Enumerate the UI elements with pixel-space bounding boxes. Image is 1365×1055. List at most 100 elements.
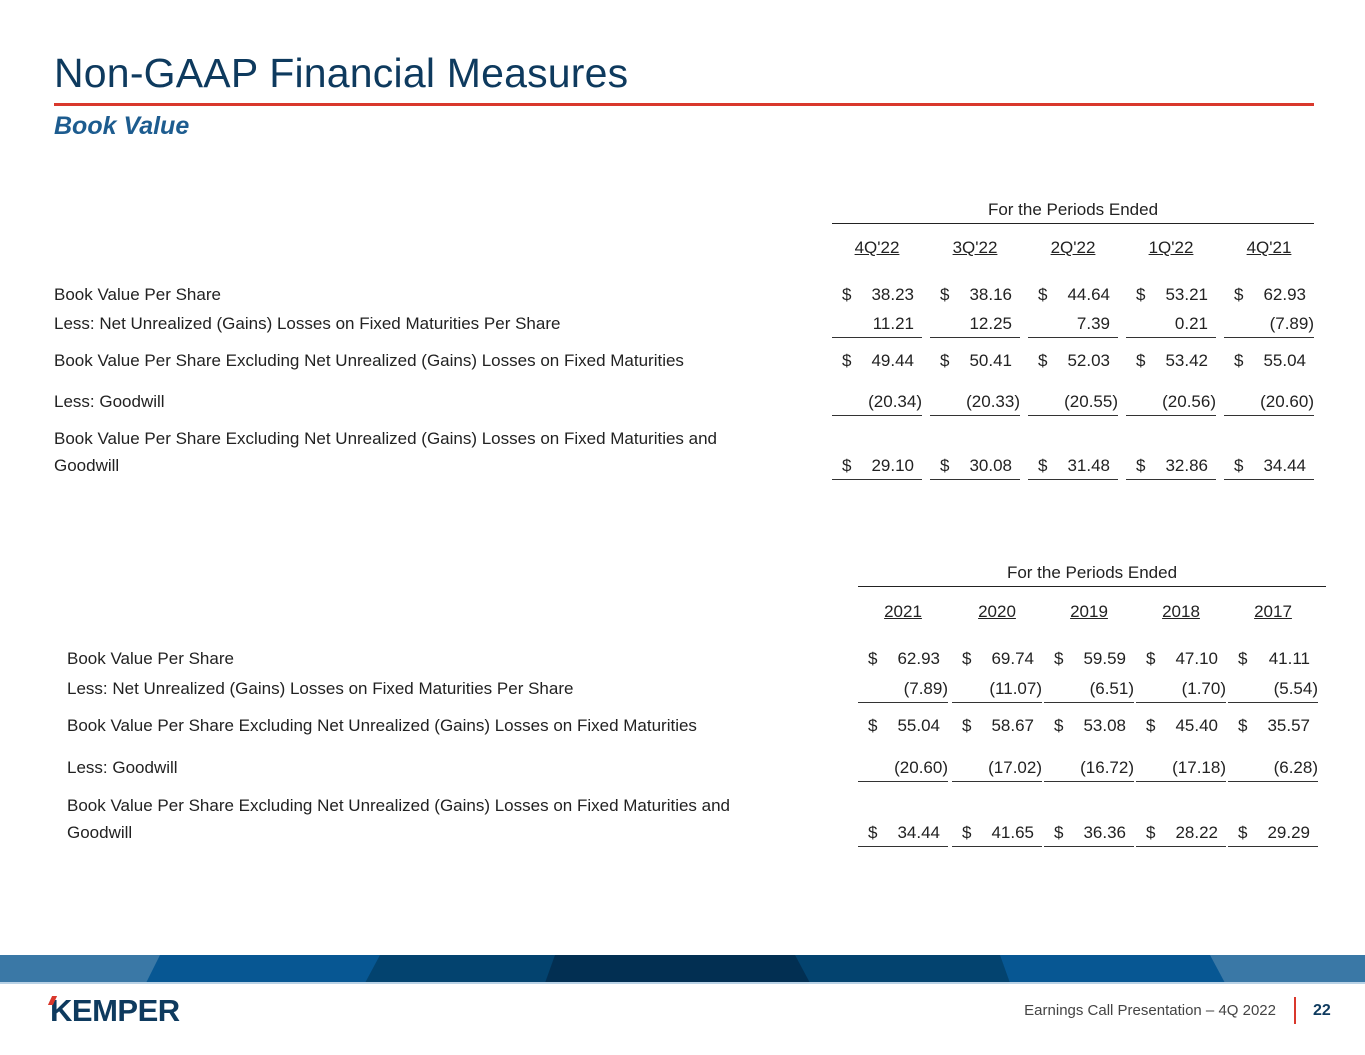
value-cell: $53.42 (1126, 351, 1216, 371)
row-label-continued: Goodwill (67, 823, 133, 842)
currency-symbol: $ (962, 716, 972, 735)
value-cell: (17.18) (1136, 758, 1226, 782)
value: (5.54) (1273, 679, 1318, 698)
value: 30.08 (969, 456, 1012, 475)
value: 52.03 (1067, 351, 1110, 370)
group-header: For the Periods Ended (832, 200, 1314, 224)
column-header: 2018 (1136, 602, 1226, 622)
column-header-label: 1Q'22 (1148, 238, 1194, 257)
currency-symbol: $ (1238, 649, 1248, 668)
value-cell: (6.28) (1228, 758, 1318, 782)
column-header: 1Q'22 (1126, 238, 1216, 258)
currency-symbol (1136, 758, 1146, 778)
value-cell: (5.54) (1228, 679, 1318, 703)
value-cell: (16.72) (1044, 758, 1134, 782)
currency-symbol: $ (1038, 285, 1048, 304)
value-cell: $47.10 (1136, 649, 1226, 669)
row-label: Book Value Per Share (54, 285, 221, 304)
value: (20.34) (868, 392, 922, 411)
currency-symbol: $ (1136, 456, 1146, 475)
currency-symbol (1224, 392, 1234, 412)
value: (7.89) (903, 679, 948, 698)
column-header: 4Q'22 (832, 238, 922, 258)
page-title: Non-GAAP Financial Measures (54, 50, 629, 96)
value: 35.57 (1267, 716, 1310, 735)
value: 29.10 (871, 456, 914, 475)
currency-symbol: $ (1054, 649, 1064, 668)
value-cell: (20.33) (930, 392, 1020, 416)
currency-symbol (1224, 314, 1234, 334)
value: 50.41 (969, 351, 1012, 370)
currency-symbol: $ (1136, 285, 1146, 304)
value: (20.33) (966, 392, 1020, 411)
currency-symbol (858, 758, 868, 778)
value-cell: $28.22 (1136, 823, 1226, 847)
currency-symbol: $ (842, 351, 852, 370)
currency-symbol (1126, 392, 1136, 412)
value: 44.64 (1067, 285, 1110, 304)
currency-symbol: $ (940, 351, 950, 370)
value: (16.72) (1080, 758, 1134, 777)
currency-symbol: $ (1038, 351, 1048, 370)
currency-symbol (1044, 758, 1054, 778)
value-cell: $34.44 (858, 823, 948, 847)
value-cell: (11.07) (952, 679, 1042, 703)
value-cell: $34.44 (1224, 456, 1314, 480)
value-cell: (7.89) (858, 679, 948, 703)
currency-symbol (1028, 314, 1038, 334)
title-divider (54, 103, 1314, 106)
value: 58.67 (991, 716, 1034, 735)
value: 12.25 (969, 314, 1012, 333)
value: 47.10 (1175, 649, 1218, 668)
value-cell: $44.64 (1028, 285, 1118, 305)
row-label: Less: Net Unrealized (Gains) Losses on F… (67, 679, 574, 698)
value: 38.16 (969, 285, 1012, 304)
kemper-logo: KEMPER (50, 993, 180, 1028)
value: 7.39 (1076, 314, 1110, 333)
value: 41.11 (1268, 649, 1310, 668)
column-header-label: 2018 (1162, 602, 1200, 621)
value-cell: 7.39 (1028, 314, 1118, 338)
row-label: Less: Goodwill (54, 392, 165, 411)
column-header-label: 3Q'22 (952, 238, 998, 257)
currency-symbol: $ (842, 285, 852, 304)
value: 38.23 (871, 285, 914, 304)
value-cell: $53.08 (1044, 716, 1134, 736)
value-cell: $31.48 (1028, 456, 1118, 480)
value: 53.21 (1165, 285, 1208, 304)
value: 55.04 (897, 716, 940, 735)
column-header-label: 2020 (978, 602, 1016, 621)
value-cell: $38.23 (832, 285, 922, 305)
column-header-label: 2Q'22 (1050, 238, 1096, 257)
page-subtitle: Book Value (54, 112, 190, 140)
value-cell: (7.89) (1224, 314, 1314, 338)
value: 11.21 (872, 314, 914, 333)
value: 31.48 (1067, 456, 1110, 475)
value: 53.42 (1165, 351, 1208, 370)
column-header-label: 4Q'22 (854, 238, 900, 257)
currency-symbol: $ (1146, 716, 1156, 735)
currency-symbol (1228, 758, 1238, 778)
value-cell: $45.40 (1136, 716, 1226, 736)
footer-presentation-label: Earnings Call Presentation – 4Q 2022 (1024, 1002, 1276, 1019)
column-header: 2020 (952, 602, 1042, 622)
value: 34.44 (1263, 456, 1306, 475)
value-cell: $62.93 (858, 649, 948, 669)
currency-symbol: $ (1054, 716, 1064, 735)
currency-symbol: $ (1234, 456, 1244, 475)
currency-symbol: $ (1238, 716, 1248, 735)
currency-symbol: $ (1146, 823, 1156, 842)
column-header: 2019 (1044, 602, 1134, 622)
value: (11.07) (989, 679, 1042, 698)
value-cell: (20.34) (832, 392, 922, 416)
currency-symbol: $ (868, 649, 878, 668)
value: 28.22 (1175, 823, 1218, 842)
value: (1.70) (1181, 679, 1226, 698)
row-label: Book Value Per Share Excluding Net Unrea… (67, 796, 731, 815)
currency-symbol (930, 314, 940, 334)
value: 0.21 (1174, 314, 1208, 333)
value: (7.89) (1269, 314, 1314, 333)
value: 62.93 (897, 649, 940, 668)
row-label: Book Value Per Share Excluding Net Unrea… (54, 429, 718, 448)
value-cell: $69.74 (952, 649, 1042, 669)
